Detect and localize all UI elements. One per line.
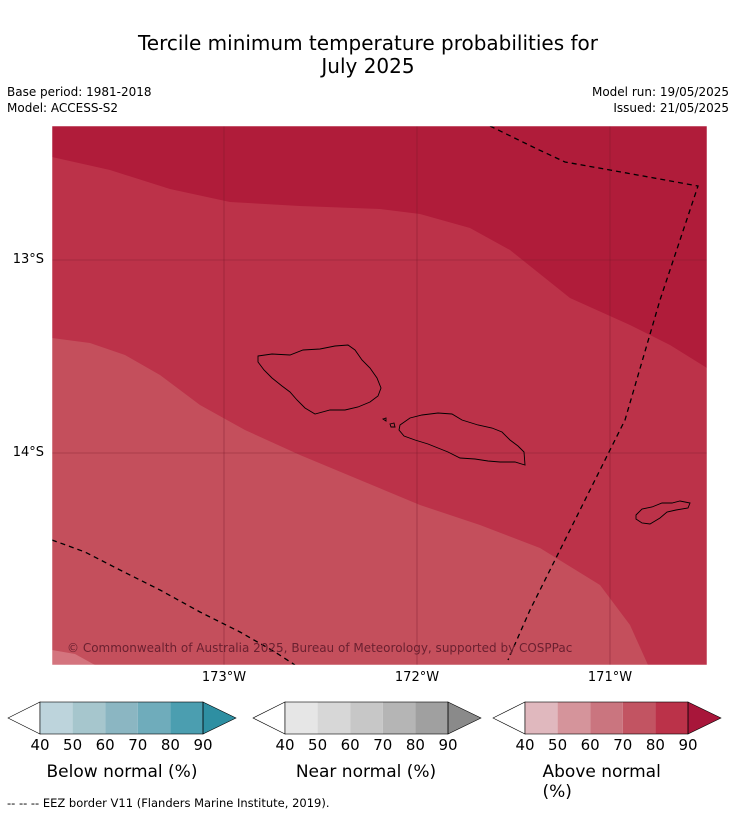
upolu-island bbox=[398, 412, 526, 466]
apolima-islet bbox=[381, 417, 387, 422]
cbar-above-under bbox=[492, 701, 526, 735]
eez-border bbox=[52, 126, 699, 665]
cbar-near-seg-3 bbox=[350, 702, 383, 734]
lat-label-14s: 14°S bbox=[12, 445, 44, 460]
cbar-above-tick: 40 bbox=[515, 736, 535, 754]
colorbar-below bbox=[7, 701, 237, 735]
cbar-below-seg-5 bbox=[170, 702, 203, 734]
cbar-above-seg-5 bbox=[655, 702, 688, 734]
cbar-above-seg-4 bbox=[622, 702, 656, 734]
cbar-near-seg-5 bbox=[415, 702, 448, 734]
zone-above-70 bbox=[52, 338, 648, 665]
model-run: Model run: 19/05/2025 bbox=[591, 85, 729, 99]
cbar-below-seg-4 bbox=[137, 702, 171, 734]
lat-label-13s: 13°S bbox=[12, 252, 44, 267]
map-frame bbox=[51, 125, 708, 666]
cbar-below-tick: 40 bbox=[30, 736, 50, 754]
model-name: Model: ACCESS-S2 bbox=[7, 101, 119, 115]
copyright-text: © Commonwealth of Australia 2025, Bureau… bbox=[67, 641, 573, 655]
zone-above-60 bbox=[52, 650, 95, 665]
cbar-below-seg-1 bbox=[40, 702, 73, 734]
cbar-near-tick: 80 bbox=[405, 736, 425, 754]
issued-date: Issued: 21/05/2025 bbox=[613, 101, 729, 115]
savaii-island bbox=[257, 344, 382, 415]
colorbar-above-label: Above normal (%) bbox=[542, 762, 661, 802]
colorbar-near-label: Near normal (%) bbox=[295, 762, 437, 782]
coastlines bbox=[257, 344, 691, 525]
cbar-above-tick: 80 bbox=[645, 736, 665, 754]
colorbar-near bbox=[252, 701, 482, 735]
cbar-below-over bbox=[202, 701, 237, 735]
eez-footnote: -- -- -- EEZ border V11 (Flanders Marine… bbox=[7, 796, 330, 810]
cbar-below-tick: 50 bbox=[63, 736, 83, 754]
title-line-1: Tercile minimum temperature probabilitie… bbox=[137, 31, 599, 55]
cbar-above-tick: 70 bbox=[613, 736, 633, 754]
cbar-near-under bbox=[252, 701, 286, 735]
tutuila-island bbox=[635, 500, 691, 525]
cbar-below-tick: 70 bbox=[128, 736, 148, 754]
cbar-near-tick: 40 bbox=[275, 736, 295, 754]
lon-label-173w: 173°W bbox=[201, 670, 247, 685]
cbar-near-tick: 70 bbox=[373, 736, 393, 754]
cbar-near-seg-4 bbox=[382, 702, 416, 734]
meta-right: Model run: 19/05/2025 Issued: 21/05/2025 bbox=[592, 84, 729, 116]
cbar-near-seg-2 bbox=[317, 702, 351, 734]
cbar-below-under bbox=[7, 701, 41, 735]
map-title: Tercile minimum temperature probabilitie… bbox=[0, 32, 736, 78]
title-line-2: July 2025 bbox=[321, 54, 415, 78]
manono-islet bbox=[389, 422, 396, 428]
cbar-above-seg-1 bbox=[525, 702, 558, 734]
cbar-near-tick: 60 bbox=[340, 736, 360, 754]
cbar-below-tick: 80 bbox=[160, 736, 180, 754]
zone-above-90 bbox=[52, 126, 707, 368]
gridlines bbox=[52, 126, 707, 665]
cbar-near-tick: 50 bbox=[308, 736, 328, 754]
cbar-above-over bbox=[687, 701, 722, 735]
probability-field bbox=[52, 126, 707, 665]
cbar-above-tick: 90 bbox=[678, 736, 698, 754]
cbar-near-tick: 90 bbox=[438, 736, 458, 754]
cbar-above-seg-2 bbox=[557, 702, 591, 734]
cbar-above-tick: 60 bbox=[580, 736, 600, 754]
cbar-above-seg-3 bbox=[590, 702, 623, 734]
meta-left: Base period: 1981-2018 Model: ACCESS-S2 bbox=[7, 84, 152, 116]
lon-label-171w: 171°W bbox=[587, 670, 633, 685]
cbar-below-tick: 60 bbox=[95, 736, 115, 754]
lon-label-172w: 172°W bbox=[394, 670, 440, 685]
colorbar-above bbox=[492, 701, 722, 735]
colorbar-below-label: Below normal (%) bbox=[46, 762, 198, 782]
cbar-near-seg-1 bbox=[285, 702, 318, 734]
cbar-below-seg-2 bbox=[72, 702, 106, 734]
cbar-below-tick: 90 bbox=[193, 736, 213, 754]
base-period: Base period: 1981-2018 bbox=[7, 85, 152, 99]
cbar-below-seg-3 bbox=[105, 702, 138, 734]
cbar-above-tick: 50 bbox=[548, 736, 568, 754]
cbar-near-over bbox=[447, 701, 482, 735]
